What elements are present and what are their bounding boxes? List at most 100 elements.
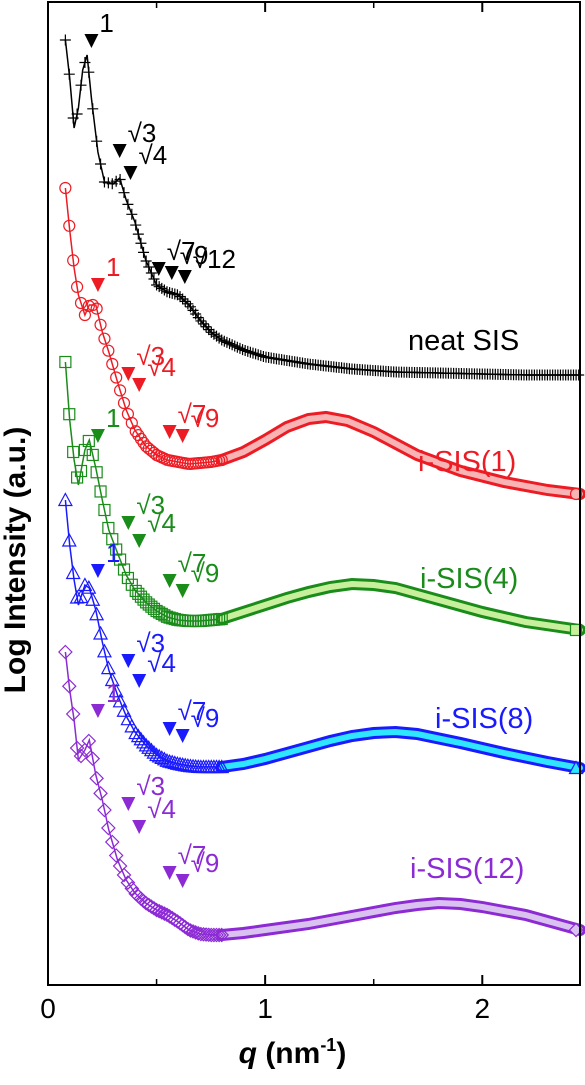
data-point-plus: [91, 135, 103, 147]
peak-marker: [90, 564, 105, 578]
data-point-triangle: [136, 734, 152, 749]
data-point-circle: [98, 332, 111, 345]
data-point-square: [121, 571, 135, 585]
data-point-diamond: [101, 820, 116, 836]
peak-marker: [121, 367, 136, 381]
data-point-square: [94, 485, 107, 498]
peak-label: √7: [167, 236, 196, 266]
data-point-diamond: [183, 923, 198, 938]
peak-marker: [162, 722, 177, 736]
data-point-triangle: [143, 742, 159, 757]
data-point-circle: [86, 298, 99, 312]
peak-marker: [123, 166, 138, 180]
data-point-triangle: [112, 693, 128, 708]
x-tick-label: 2: [474, 993, 490, 1024]
data-point-circle: [110, 371, 123, 384]
data-point-diamond: [149, 902, 164, 918]
data-point-triangle: [214, 759, 230, 774]
data-point-square: [90, 466, 103, 479]
fit-outline-i-sis-1: [215, 410, 585, 500]
x-tick-label: 0: [40, 993, 56, 1024]
data-point-plus: [126, 208, 138, 220]
x-axis-label-unit: (nm: [256, 1037, 321, 1070]
data-point-circle: [63, 219, 76, 232]
data-point-diamond: [206, 927, 222, 943]
peak-label: √7: [178, 696, 207, 726]
data-point-square: [215, 612, 228, 626]
data-point-square: [70, 471, 84, 484]
data-point-plus: [229, 340, 241, 352]
peak-label: √9: [191, 848, 220, 878]
peak-label: √3: [136, 341, 165, 371]
data-point-triangle: [89, 606, 105, 621]
data-point-triangle: [61, 532, 77, 547]
data-point-diamond: [116, 867, 132, 883]
data-point-plus: [169, 288, 181, 300]
data-point-square: [98, 503, 111, 517]
data-point-plus: [114, 173, 126, 185]
data-point-circle: [74, 296, 88, 310]
data-point-square: [82, 434, 95, 448]
data-point-triangle: [128, 725, 144, 740]
data-point-plus: [87, 103, 99, 115]
peak-marker: [132, 378, 147, 392]
data-point-plus: [132, 228, 144, 240]
data-point-plus: [95, 158, 107, 170]
peak-marker: [90, 704, 105, 718]
data-point-plus: [224, 338, 236, 350]
data-point-plus: [200, 321, 212, 333]
data-point-triangle: [130, 728, 146, 743]
data-point-plus: [255, 350, 267, 362]
data-point-plus: [71, 108, 83, 120]
peak-label: √9: [180, 240, 209, 270]
data-point-diamond: [214, 927, 230, 943]
data-point-triangle: [77, 577, 93, 592]
data-point-plus: [79, 57, 91, 68]
peak-marker: [121, 516, 136, 530]
data-point-triangle: [100, 660, 116, 675]
peak-marker: [162, 425, 177, 439]
data-point-plus: [140, 255, 152, 267]
data-point-plus: [59, 34, 71, 46]
data-point-square: [117, 563, 131, 576]
peak-marker: [162, 574, 177, 588]
peak-marker: [162, 866, 177, 880]
data-point-diamond: [65, 706, 81, 722]
peak-marker: [151, 262, 166, 276]
data-point-plus: [158, 284, 170, 296]
data-point-diamond: [61, 678, 77, 694]
peak-marker: [132, 820, 147, 834]
series-label-neat-sis: neat SIS: [408, 325, 520, 357]
axes-layer: 0 1 2: [40, 1, 581, 1024]
data-point-diamond: [58, 644, 73, 660]
fit-band-i-sis-1: [218, 413, 583, 497]
peak-label: 1: [99, 8, 113, 38]
peak-label: √9: [191, 558, 220, 588]
data-point-diamond: [93, 785, 108, 801]
peak-label: 1: [106, 678, 120, 708]
data-point-square: [63, 408, 76, 421]
data-point-triangle: [141, 740, 157, 754]
data-point-plus: [166, 287, 178, 299]
data-point-circle: [569, 487, 583, 501]
peak-marker: [112, 144, 127, 158]
data-point-circle: [70, 280, 84, 293]
data-point-plus: [573, 369, 585, 381]
data-point-plus: [203, 324, 215, 336]
series-label-i-sis-8: i-SIS(8): [435, 703, 534, 735]
data-point-circle: [59, 181, 72, 195]
markers-layer: [57, 34, 585, 943]
peak-marker: [175, 729, 190, 743]
data-point-square: [74, 464, 88, 478]
data-point-diamond: [81, 733, 97, 749]
peak-label: 1: [106, 538, 120, 568]
data-point-triangle: [138, 737, 154, 752]
peak-marker: [90, 278, 105, 292]
data-point-plus: [257, 350, 269, 362]
peak-label: √3: [128, 118, 157, 148]
data-point-plus: [231, 341, 243, 353]
peak-label: √4: [139, 140, 168, 170]
data-point-triangle: [124, 718, 140, 733]
x-axis-label-close: ): [336, 1037, 347, 1070]
